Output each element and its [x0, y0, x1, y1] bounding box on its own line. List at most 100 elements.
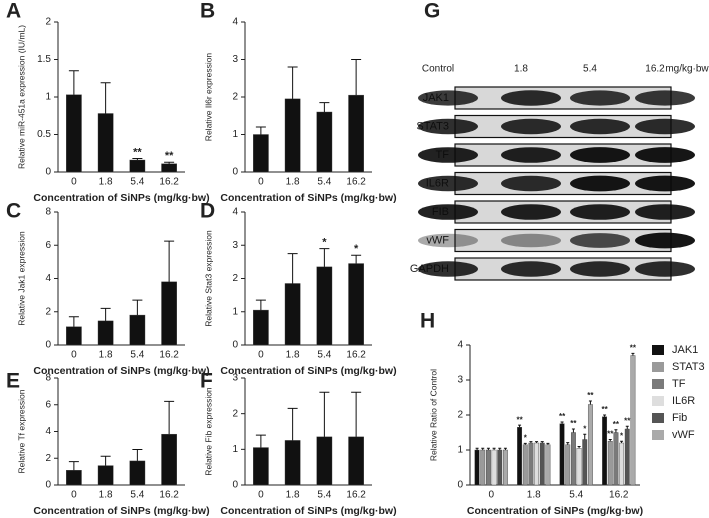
error-bar — [255, 299, 266, 311]
y-tick-label: 4 — [45, 426, 51, 437]
error-bar — [68, 70, 79, 95]
y-tick-label: 4 — [232, 207, 238, 218]
blot-band — [418, 118, 478, 135]
error-bar — [577, 446, 581, 449]
legend-swatch — [652, 362, 664, 372]
y-tick-label: 0 — [232, 340, 238, 351]
error-bar — [68, 461, 79, 471]
y-axis-label: Relative Ratio of Control — [428, 369, 438, 461]
bar — [480, 449, 486, 486]
error-bar — [529, 441, 533, 443]
legend-label: IL6R — [672, 395, 695, 407]
x-tick-label: 5.4 — [317, 350, 331, 361]
significance-mark: * — [524, 433, 528, 442]
blot-band — [418, 175, 478, 192]
x-tick-label: 1.8 — [99, 177, 113, 188]
error-bar — [481, 447, 485, 450]
error-bar — [287, 253, 298, 284]
error-bar — [560, 421, 564, 424]
error-bar — [583, 433, 587, 440]
blot-band — [635, 147, 695, 163]
y-tick-label: 8 — [45, 207, 51, 218]
blot-band — [418, 90, 478, 106]
bar — [539, 442, 545, 486]
bar — [528, 442, 534, 486]
bar — [613, 432, 619, 486]
bar — [587, 404, 593, 486]
blot-band — [635, 118, 695, 135]
legend-swatch — [652, 345, 664, 355]
bar — [284, 440, 301, 486]
x-tick-label: 1.8 — [286, 350, 300, 361]
x-tick-label: 0 — [71, 490, 77, 501]
bar — [129, 460, 146, 486]
x-tick-label: 16.2 — [159, 350, 179, 361]
error-bar — [287, 407, 298, 441]
bar — [348, 263, 364, 346]
panel-label: F — [200, 370, 213, 393]
panel-label: D — [200, 200, 215, 223]
error-bar — [164, 161, 175, 164]
legend-swatch — [652, 413, 664, 423]
blot-band — [635, 232, 695, 249]
error-bar — [588, 400, 592, 405]
blot-band — [501, 175, 561, 192]
error-bar — [620, 440, 624, 443]
blot-band — [501, 233, 561, 248]
y-tick-label: 0 — [45, 340, 51, 351]
y-tick-label: 1 — [457, 445, 463, 456]
x-tick-label: 0 — [258, 490, 264, 501]
bar — [565, 444, 571, 486]
y-tick-label: 1 — [232, 306, 238, 317]
blot-band — [501, 147, 561, 163]
error-bar — [546, 442, 550, 445]
bar — [316, 266, 333, 346]
blot-band — [501, 204, 561, 220]
y-tick-label: 2 — [45, 306, 51, 317]
bar — [129, 159, 146, 173]
bar — [66, 326, 82, 346]
error-bar — [319, 391, 330, 437]
error-bar — [518, 424, 522, 428]
x-tick-label: 0 — [71, 177, 77, 188]
legend-label: Fib — [672, 412, 687, 424]
x-tick-label: 1.8 — [527, 490, 541, 501]
y-tick-label: 0 — [457, 480, 463, 491]
error-bar — [608, 439, 612, 442]
x-tick-label: 5.4 — [317, 490, 331, 501]
x-tick-label: 0 — [258, 177, 264, 188]
error-bar — [566, 442, 570, 445]
x-axis-label: Concentration of SiNPs (mg/kg·bw) — [220, 192, 396, 204]
y-tick-label: 0 — [232, 167, 238, 178]
significance-mark: * — [354, 243, 359, 255]
x-axis-label: Concentration of SiNPs (mg/kg·bw) — [33, 365, 209, 377]
y-tick-label: 4 — [457, 340, 463, 351]
legend-label: JAK1 — [672, 344, 698, 356]
bar — [534, 442, 540, 486]
bar — [497, 449, 503, 486]
error-bar — [132, 299, 143, 316]
x-tick-label: 1.8 — [99, 490, 113, 501]
significance-mark: ** — [165, 150, 174, 162]
blot-column-label: 5.4 — [583, 64, 597, 75]
error-bar — [625, 425, 629, 429]
error-bar — [631, 352, 635, 356]
error-bar — [540, 441, 544, 443]
y-tick-label: 0 — [45, 167, 51, 178]
y-axis-label: Relative Il6r expression — [203, 53, 213, 142]
y-tick-label: 1 — [232, 444, 238, 455]
blot-band — [570, 147, 630, 163]
y-tick-label: 3 — [457, 375, 463, 386]
error-bar — [319, 102, 330, 112]
x-tick-label: 1.8 — [286, 177, 300, 188]
y-tick-label: 4 — [45, 273, 51, 284]
bar — [284, 98, 301, 173]
y-tick-label: 0.5 — [37, 129, 51, 140]
blot-band — [418, 204, 478, 220]
blot-band — [570, 90, 630, 106]
error-bar — [351, 391, 362, 437]
error-bar — [255, 434, 266, 448]
error-bar — [287, 66, 298, 99]
error-bar — [100, 82, 111, 114]
